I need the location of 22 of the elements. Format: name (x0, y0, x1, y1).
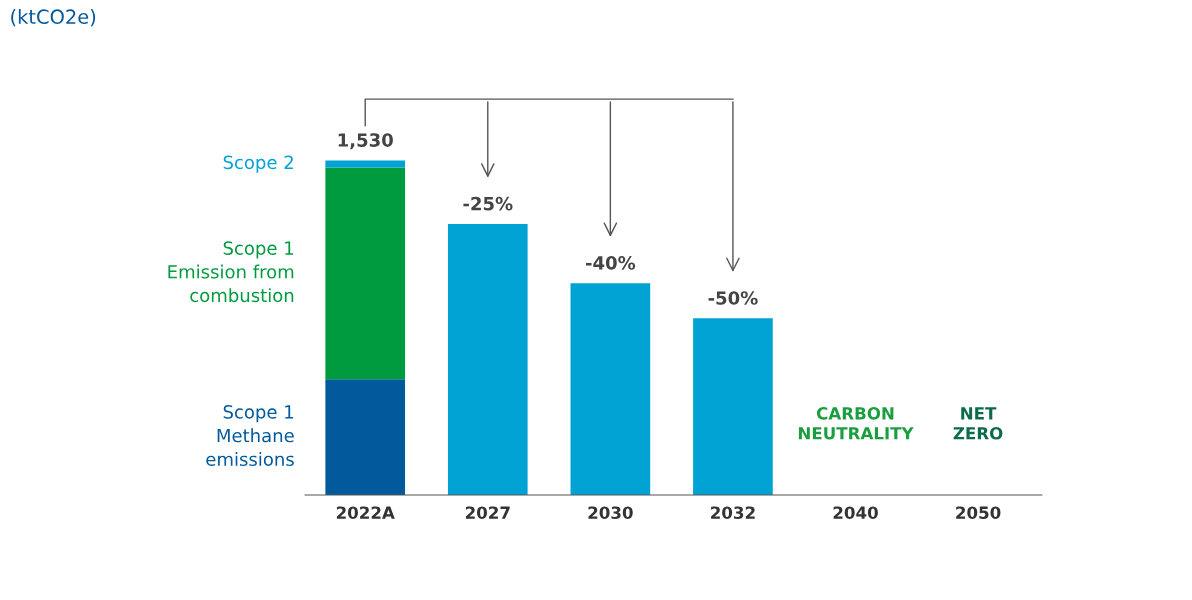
x-tick-label: 2032 (711, 506, 755, 520)
text: (ktCO2e) (11, 9, 96, 27)
annotation: 1,530 (338, 133, 393, 150)
annotation: CARBON NEUTRALITY (798, 407, 914, 440)
x-tick-label: 2027 (465, 506, 510, 520)
annotation: -40% (585, 256, 636, 270)
bar (693, 318, 773, 495)
bar (325, 167, 406, 380)
x-tick-label: 2022A (336, 506, 395, 520)
series-label: Scope 1 Emission from combustion (168, 241, 294, 303)
x-tick-label: 2030 (588, 506, 633, 520)
x-tick-label: 2050 (956, 506, 1001, 520)
bar (325, 379, 406, 495)
bar (325, 160, 406, 168)
annotation: -25% (463, 196, 513, 211)
bar (570, 283, 651, 495)
annotation: NET ZERO (953, 407, 1003, 440)
bar (447, 223, 528, 495)
x-tick-label: 2040 (833, 506, 878, 520)
annotation: -50% (708, 291, 758, 305)
series-label: Scope 1 Methane emissions (206, 405, 294, 466)
series-label: Scope 2 (223, 155, 293, 173)
